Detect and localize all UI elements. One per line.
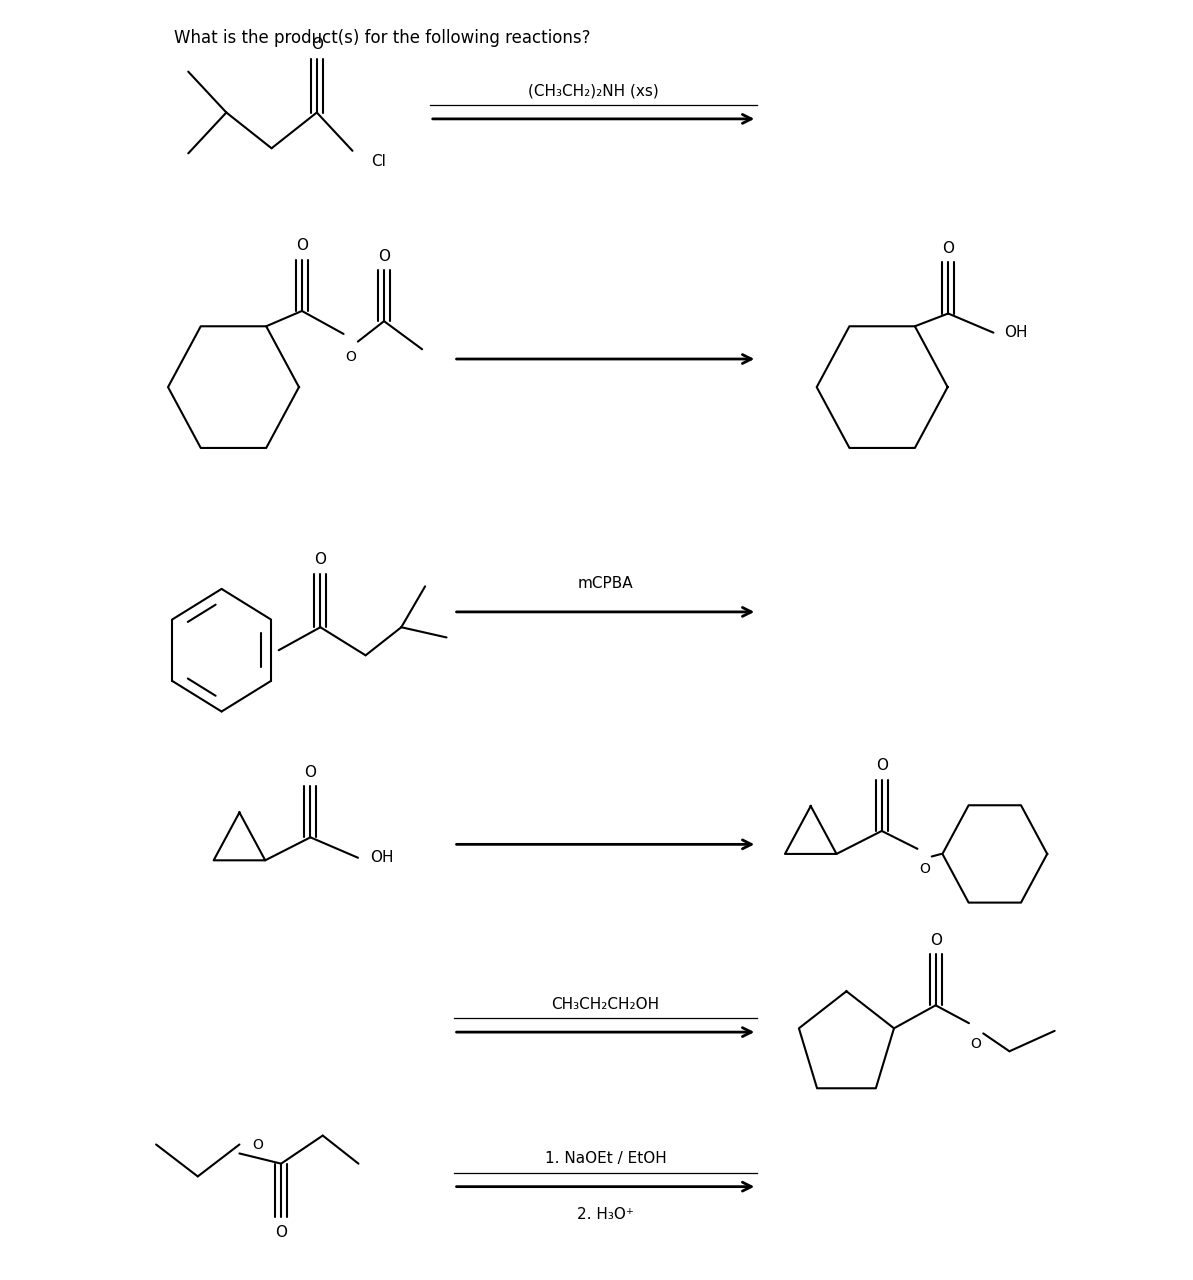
Text: O: O: [296, 238, 308, 253]
Text: O: O: [304, 764, 316, 780]
Text: 2. H₃O⁺: 2. H₃O⁺: [577, 1207, 633, 1222]
Text: O: O: [345, 349, 357, 364]
Text: OH: OH: [1005, 325, 1028, 340]
Text: OH: OH: [370, 850, 394, 865]
Text: O: O: [276, 1225, 288, 1240]
Text: 1. NaOEt / EtOH: 1. NaOEt / EtOH: [544, 1151, 667, 1166]
Text: What is the product(s) for the following reactions?: What is the product(s) for the following…: [174, 29, 591, 47]
Text: O: O: [971, 1037, 982, 1051]
Text: mCPBA: mCPBA: [577, 576, 633, 591]
Text: CH₃CH₂CH₂OH: CH₃CH₂CH₂OH: [551, 997, 660, 1011]
Text: O: O: [929, 933, 941, 947]
Text: O: O: [378, 248, 390, 264]
Text: O: O: [311, 37, 323, 52]
Text: O: O: [919, 863, 931, 877]
Text: Cl: Cl: [371, 154, 387, 169]
Text: O: O: [876, 758, 888, 773]
Text: O: O: [315, 552, 327, 567]
Text: O: O: [942, 241, 954, 256]
Text: O: O: [252, 1138, 262, 1152]
Text: (CH₃CH₂)₂NH (xs): (CH₃CH₂)₂NH (xs): [528, 83, 659, 99]
